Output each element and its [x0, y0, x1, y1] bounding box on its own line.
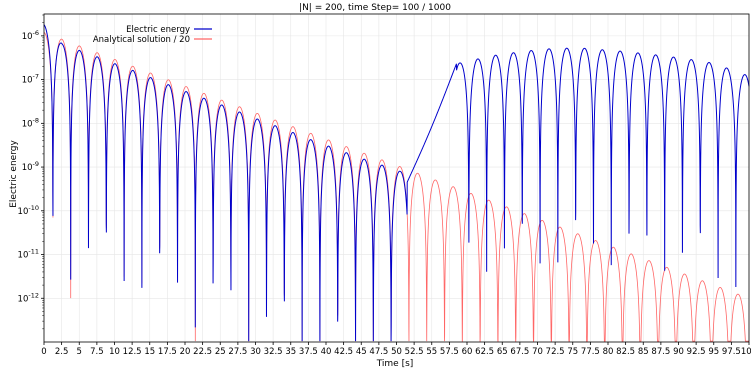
x-tick-label: 37.5: [299, 347, 318, 357]
x-tick-label: 30: [250, 347, 261, 357]
x-tick-label: 42.5: [334, 347, 353, 357]
x-tick-label: 65: [497, 347, 508, 357]
x-tick-label: 2.5: [55, 347, 69, 357]
legend-label-electric-energy: Electric energy: [126, 25, 190, 35]
x-tick-label: 52.5: [405, 347, 424, 357]
x-tick-label: 10: [109, 347, 120, 357]
x-tick-label: 67.5: [510, 347, 529, 357]
x-tick-label: 47.5: [369, 347, 388, 357]
x-tick-label: 92.5: [687, 347, 706, 357]
x-tick-label: 72.5: [546, 347, 565, 357]
x-tick-label: 77.5: [581, 347, 600, 357]
x-tick-label: 25: [215, 347, 226, 357]
x-tick-label: 32.5: [264, 347, 283, 357]
x-tick-label: 15: [144, 347, 155, 357]
x-tick-label: 55: [426, 347, 437, 357]
x-tick-label: 75: [567, 347, 578, 357]
x-tick-label: 27.5: [228, 347, 247, 357]
x-tick-label: 87.5: [651, 347, 670, 357]
x-tick-label: 90: [673, 347, 684, 357]
x-tick-label: 60: [462, 347, 473, 357]
x-tick-label: 45: [356, 347, 367, 357]
x-tick-label: 62.5: [475, 347, 494, 357]
x-tick-label: 57.5: [440, 347, 459, 357]
legend: Electric energy Analytical solution / 20: [93, 25, 212, 45]
series-layer: [43, 24, 750, 342]
y-tick-label: 10-7: [22, 73, 39, 86]
y-tick-label: 10-6: [22, 29, 39, 42]
x-tick-label: 97.5: [722, 347, 741, 357]
legend-label-analytical-solution: Analytical solution / 20: [93, 35, 190, 45]
series-line-electric-energy: [43, 24, 750, 342]
x-tick-label: 22.5: [193, 347, 212, 357]
chart-title: |N| = 200, time Step= 100 / 1000: [299, 3, 451, 13]
x-tick-label: 7.5: [90, 347, 104, 357]
y-axis-label: Electric energy: [9, 140, 19, 208]
x-tick-label: 5: [77, 347, 82, 357]
x-tick-label: 20: [180, 347, 191, 357]
x-tick-label: 100: [741, 347, 751, 357]
y-tick-label: 10-10: [18, 204, 39, 217]
y-tick-label: 10-12: [18, 291, 39, 304]
x-axis-label: Time [s]: [376, 359, 414, 369]
x-tick-label: 70: [532, 347, 543, 357]
y-tick-label: 10-8: [22, 116, 39, 129]
x-tick-label: 17.5: [158, 347, 177, 357]
x-tick-label: 40: [321, 347, 332, 357]
x-tick-label: 0: [41, 347, 46, 357]
x-tick-label: 95: [708, 347, 719, 357]
x-tick-label: 82.5: [616, 347, 635, 357]
tick-layer: 0 2.5 5 7.5 10 12.5 15 17.5 20 22.5 25 27.5 30 32.5 35…: [18, 14, 751, 357]
x-tick-label: 50: [391, 347, 402, 357]
x-tick-label: 85: [638, 347, 649, 357]
y-tick-label: 10-11: [18, 248, 39, 261]
x-tick-label: 12.5: [123, 347, 142, 357]
x-tick-label: 35: [285, 347, 296, 357]
x-tick-label: 80: [603, 347, 614, 357]
y-tick-label: 10-9: [22, 160, 39, 173]
